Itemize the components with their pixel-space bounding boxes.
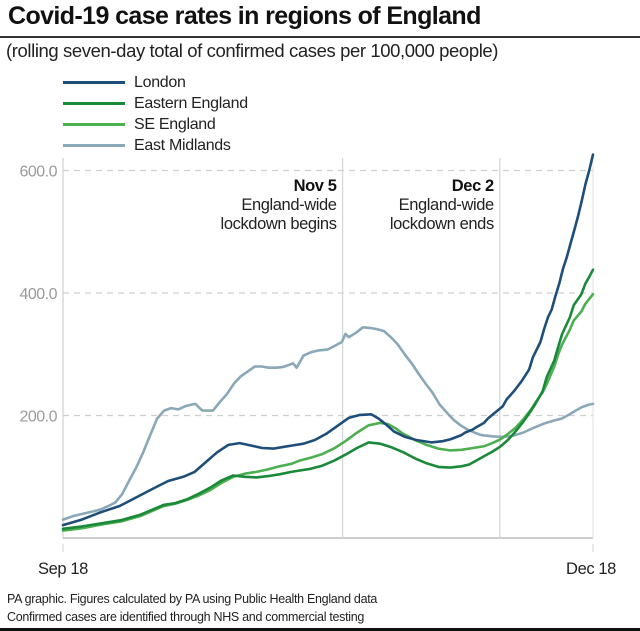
legend: London Eastern England SE England East M… xyxy=(63,72,248,156)
legend-label-east-midlands: East Midlands xyxy=(134,136,231,154)
series-line-eastern-england xyxy=(61,268,595,531)
legend-item-se-england: SE England xyxy=(63,114,248,135)
bottom-border xyxy=(0,628,640,631)
legend-item-eastern-england: Eastern England xyxy=(63,93,248,114)
axis-labels: 200.0 400.0 600.0 Sep 18 Dec 18 xyxy=(19,164,616,579)
legend-swatch-london xyxy=(63,81,125,84)
legend-swatch-se-england xyxy=(63,123,125,126)
title-divider xyxy=(0,36,640,38)
chart-subtitle: (rolling seven-day total of confirmed ca… xyxy=(6,40,499,61)
legend-item-east-midlands: East Midlands xyxy=(63,135,248,156)
annotation-date: Dec 2 xyxy=(452,177,494,195)
chart-title: Covid-19 case rates in regions of Englan… xyxy=(8,2,481,30)
legend-swatch-eastern-england xyxy=(63,102,125,105)
gridlines xyxy=(63,169,593,417)
series-line-se-england xyxy=(61,292,595,532)
annotation-text: England-wide xyxy=(399,196,494,214)
annotation-text: lockdown begins xyxy=(221,215,337,233)
y-tick-label: 200.0 xyxy=(19,409,57,426)
legend-swatch-east-midlands xyxy=(63,144,125,147)
legend-item-london: London xyxy=(63,72,248,93)
y-tick-label: 600.0 xyxy=(19,164,57,181)
x-tick-label-start: Sep 18 xyxy=(38,560,88,578)
axes xyxy=(62,158,594,552)
y-tick-label: 400.0 xyxy=(19,286,57,303)
annotation-date: Nov 5 xyxy=(294,177,337,195)
annotation-text: lockdown ends xyxy=(390,215,494,233)
series-line-london xyxy=(61,153,595,527)
series-lines xyxy=(61,153,595,532)
legend-label-london: London xyxy=(134,73,186,91)
footer-source: PA graphic. Figures calculated by PA usi… xyxy=(7,592,378,606)
x-tick-label-end: Dec 18 xyxy=(566,560,616,578)
footer-note: Confirmed cases are identified through N… xyxy=(7,610,365,624)
series-line-east-midlands xyxy=(61,326,595,521)
legend-label-eastern-england: Eastern England xyxy=(134,94,248,112)
legend-label-se-england: SE England xyxy=(134,115,216,133)
annotation-text: England-wide xyxy=(241,196,336,214)
